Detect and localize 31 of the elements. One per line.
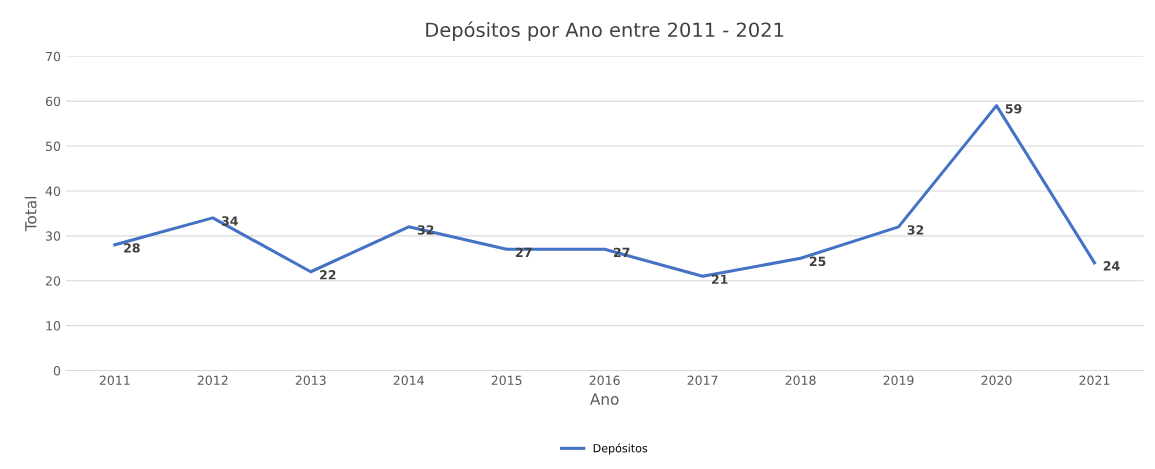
- data-label: 22: [320, 270, 336, 280]
- y-tick-label: 40: [45, 186, 61, 196]
- y-tick-label: 20: [45, 276, 61, 286]
- x-tick-label: 2013: [295, 375, 326, 386]
- y-tick-label: 50: [46, 141, 61, 151]
- chart-title: Depósitos por Ano entre 2011 - 2021: [426, 21, 784, 41]
- x-tick-label: 2017: [687, 375, 718, 386]
- data-label: 21: [711, 274, 728, 284]
- x-tick-label: 2018: [785, 375, 816, 386]
- x-axis-title: Ano: [590, 393, 619, 405]
- data-label: 25: [809, 256, 826, 267]
- x-tick-label: 2015: [491, 375, 522, 386]
- x-tick-label: 2021: [1079, 375, 1110, 386]
- data-label: 28: [124, 243, 140, 253]
- y-tick-label: 10: [46, 321, 61, 331]
- x-tick-label: 2012: [197, 375, 228, 386]
- data-label: 24: [1103, 261, 1120, 271]
- x-tick-label: 2014: [393, 375, 424, 386]
- x-tick-label: 2019: [883, 375, 914, 386]
- legend-label: Depósitos: [593, 443, 648, 455]
- y-tick-label: 30: [46, 231, 61, 241]
- y-tick-label: 0: [53, 365, 61, 376]
- x-tick-label: 2011: [99, 375, 130, 386]
- y-axis-title: Total: [24, 196, 37, 232]
- y-tick-label: 60: [45, 96, 61, 107]
- y-tick-label: 70: [46, 51, 61, 62]
- x-tick-label: 2020: [981, 375, 1012, 386]
- data-label: 32: [907, 225, 924, 235]
- data-label: 34: [221, 216, 238, 226]
- x-tick-label: 2016: [589, 375, 620, 386]
- data-label: 59: [1005, 104, 1022, 114]
